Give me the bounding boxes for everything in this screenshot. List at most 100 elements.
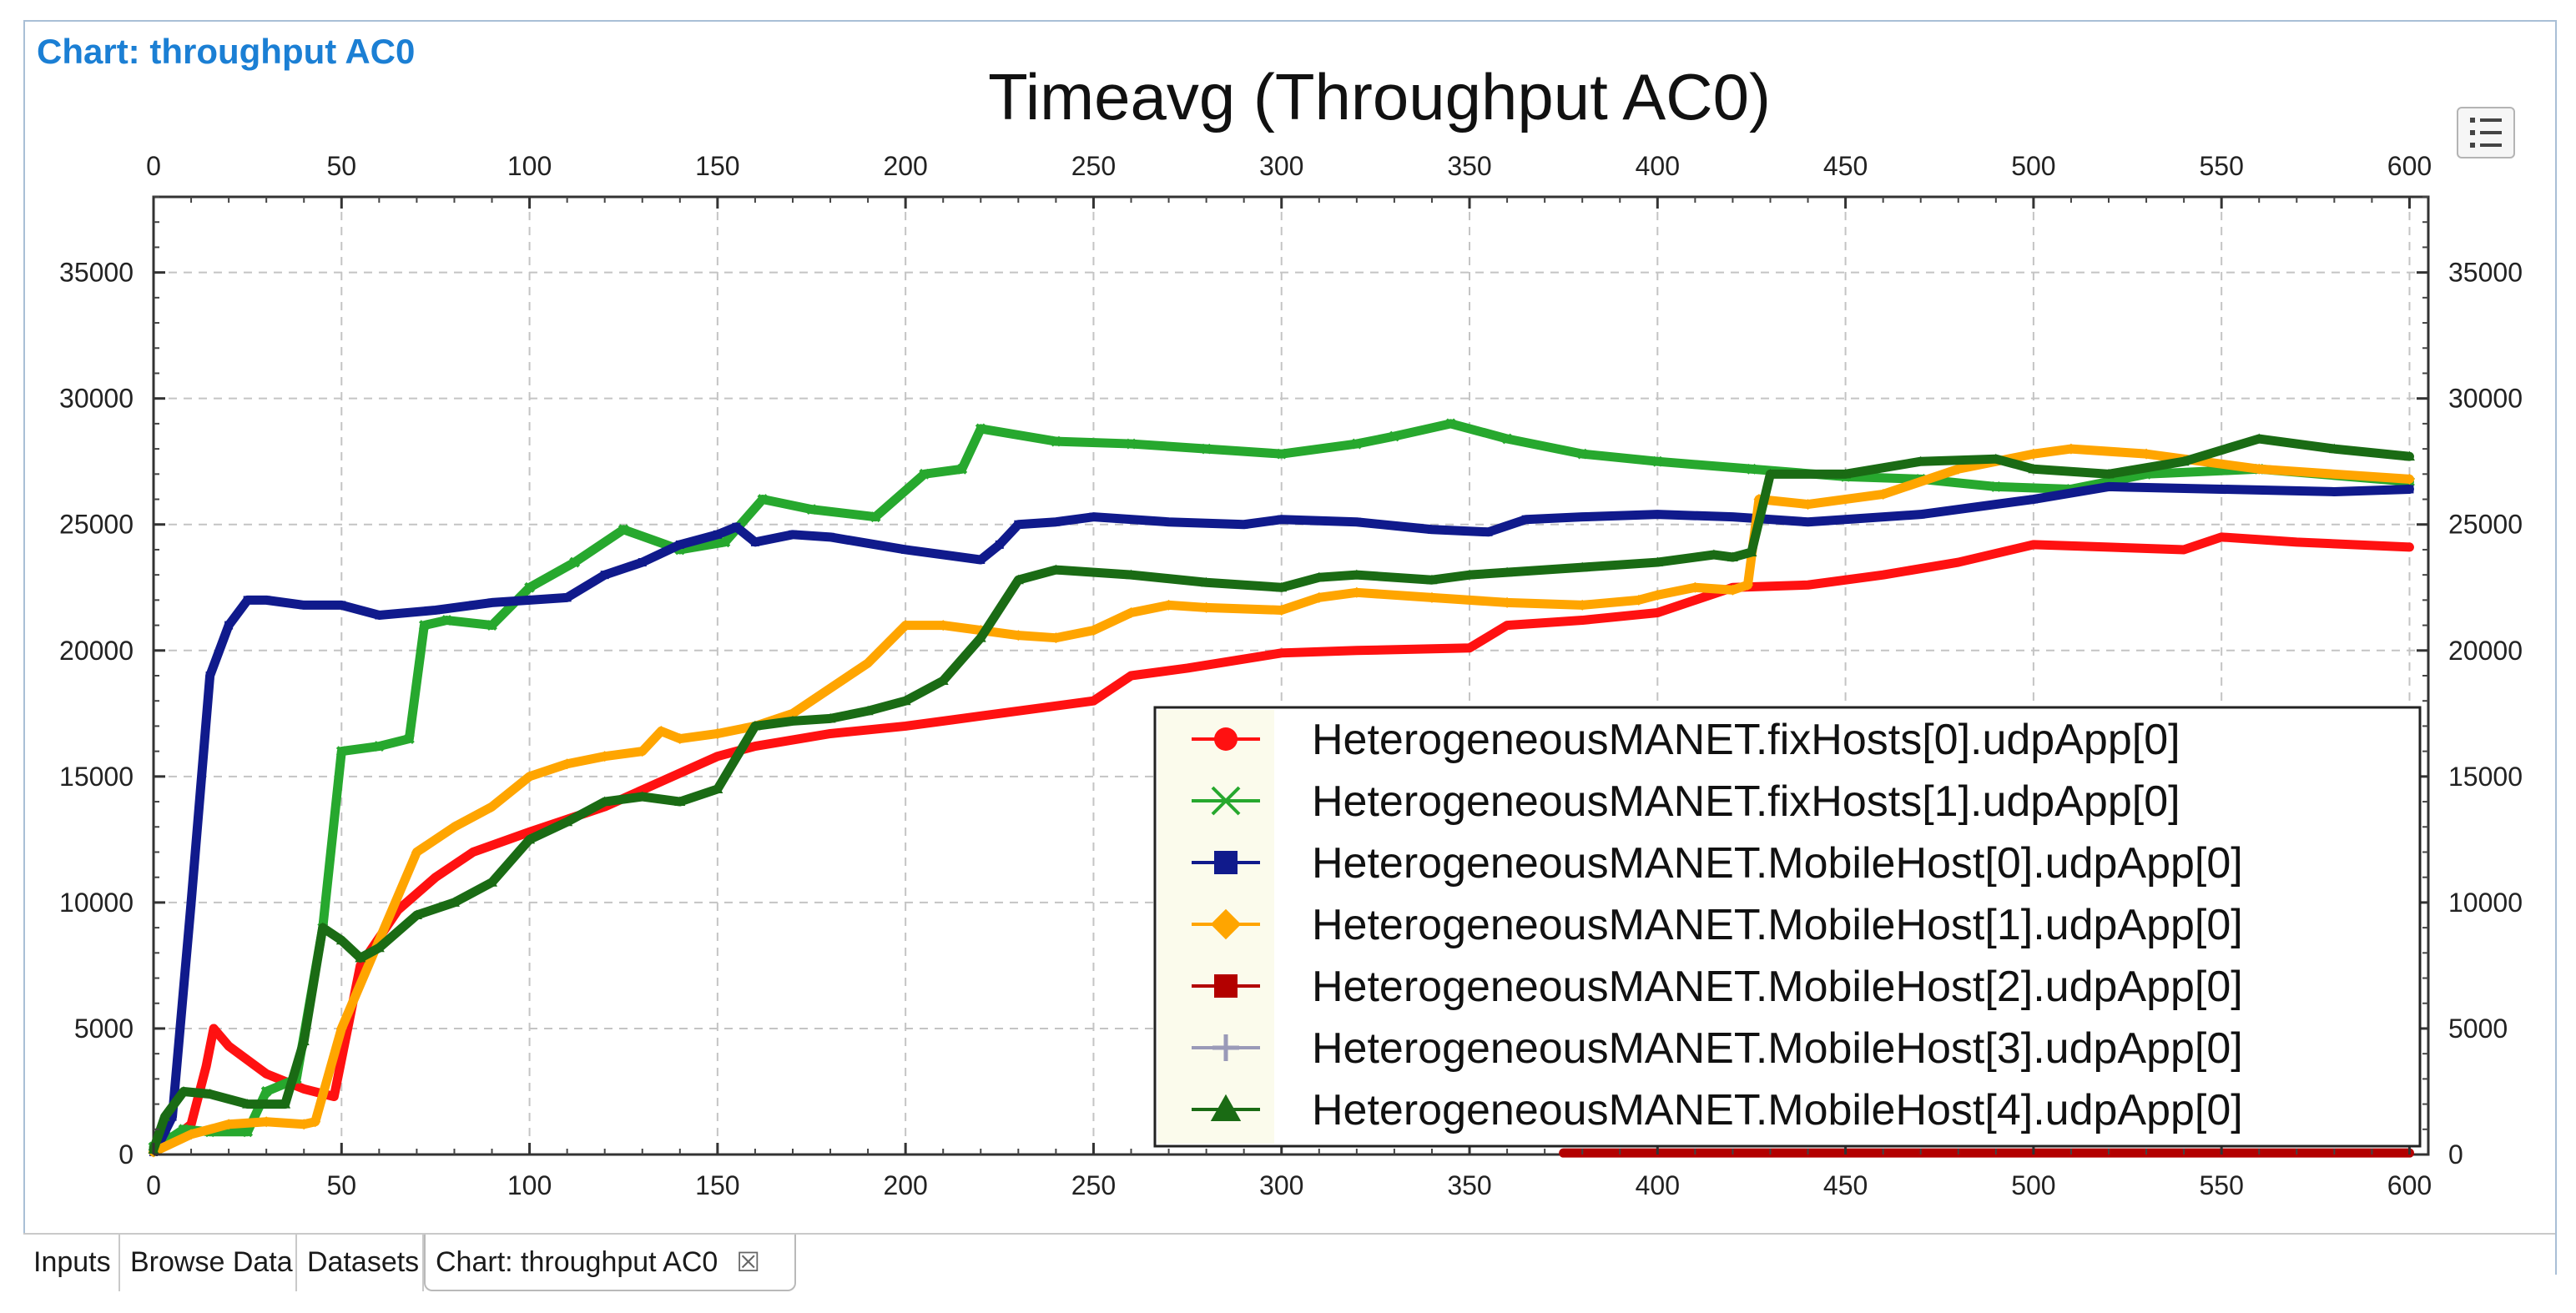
data-point: [1164, 517, 1173, 526]
legend-label: HeterogeneousMANET.fixHosts[0].udpApp[0]: [1312, 716, 2180, 764]
data-point: [937, 620, 949, 631]
x-tick-label-top: 600: [2387, 151, 2432, 181]
data-point: [403, 733, 415, 744]
data-point: [411, 846, 422, 858]
data-point: [919, 468, 930, 480]
data-point: [826, 729, 835, 738]
data-point: [599, 796, 611, 807]
data-point: [901, 722, 910, 731]
legend[interactable]: HeterogeneousMANET.fixHosts[0].udpApp[0]…: [1153, 706, 2422, 1148]
data-point: [335, 1023, 347, 1034]
data-point: [975, 632, 986, 642]
data-point: [1953, 463, 1964, 475]
data-point: [2028, 448, 2039, 460]
legend-label: HeterogeneousMANET.fixHosts[1].udpApp[0]: [1312, 777, 2180, 826]
chart-options-button[interactable]: [2457, 107, 2515, 158]
x-tick-label: 200: [883, 1170, 927, 1200]
x-tick-label: 600: [2387, 1170, 2432, 1200]
x-tick-label-top: 50: [326, 151, 356, 181]
data-point: [788, 530, 797, 539]
data-point: [1239, 520, 1248, 529]
x-tick-label: 550: [2199, 1170, 2243, 1200]
data-point: [2029, 540, 2038, 549]
data-point: [1127, 672, 1136, 680]
y-tick-label: 35000: [59, 258, 134, 288]
x-tick-label: 350: [1447, 1170, 1491, 1200]
data-point: [243, 596, 252, 605]
data-point: [1465, 643, 1475, 652]
data-point: [600, 571, 609, 580]
data-point: [1201, 576, 1212, 587]
data-point: [1878, 488, 1889, 500]
data-point: [1651, 556, 1663, 567]
data-point: [431, 606, 440, 615]
data-point: [373, 741, 385, 752]
legend-label: HeterogeneousMANET.MobileHost[1].udpApp[…: [1312, 901, 2243, 949]
data-point: [1464, 569, 1475, 580]
y-tick-label-right: 0: [2448, 1139, 2463, 1170]
data-point: [901, 545, 910, 554]
data-point: [1727, 584, 1738, 596]
data-point: [205, 672, 214, 680]
data-point: [209, 1024, 219, 1033]
data-point: [310, 1116, 321, 1128]
data-point: [1183, 663, 1192, 672]
close-icon[interactable]: ☒: [736, 1247, 761, 1277]
data-point: [187, 898, 196, 907]
y-tick-label-right: 20000: [2448, 636, 2523, 666]
x-tick-label: 50: [326, 1170, 356, 1200]
legend-box: [1153, 706, 2422, 1148]
data-point: [900, 620, 911, 631]
data-point: [1051, 517, 1061, 526]
legend-item-1: HeterogeneousMANET.fixHosts[1].udpApp[0]: [1192, 777, 2180, 826]
data-point: [1990, 481, 2002, 492]
data-point: [1576, 448, 1588, 460]
legend-marker: [1212, 1034, 1239, 1061]
data-point: [2065, 443, 2077, 455]
data-point: [1351, 569, 1363, 580]
data-point: [1840, 468, 1852, 479]
list-icon: [2470, 118, 2502, 123]
data-point: [223, 1119, 234, 1130]
data-point: [1803, 581, 1812, 590]
data-point: [750, 742, 759, 751]
data-point: [2103, 468, 2115, 479]
data-point: [1689, 581, 1701, 593]
data-point: [468, 848, 477, 857]
x-tick-label: 450: [1823, 1170, 1868, 1200]
data-point: [1277, 515, 1286, 524]
tab-inputs[interactable]: Inputs: [23, 1235, 120, 1291]
data-point: [224, 621, 234, 630]
tab-browse-data[interactable]: Browse Data: [120, 1235, 297, 1291]
tab-browse-data-label: Browse Data: [130, 1246, 293, 1278]
data-point: [2405, 542, 2414, 551]
data-point: [637, 746, 648, 757]
data-point: [2403, 450, 2415, 461]
data-point: [2180, 545, 2189, 554]
data-point: [262, 1069, 271, 1079]
data-point: [618, 524, 629, 536]
data-point: [1201, 601, 1212, 613]
data-point: [1426, 574, 1438, 585]
x-tick-label: 300: [1259, 1170, 1303, 1200]
legend-marker: [1214, 851, 1238, 874]
data-point: [1915, 455, 1927, 466]
data-point: [674, 733, 686, 745]
tab-datasets[interactable]: Datasets: [297, 1235, 424, 1291]
tab-chart-throughput[interactable]: Chart: throughput AC0 ☒: [424, 1235, 796, 1291]
data-point: [1089, 512, 1098, 521]
data-point: [298, 1035, 310, 1046]
y-tick-label-right: 25000: [2448, 510, 2523, 540]
data-point: [1276, 604, 1288, 616]
data-point: [242, 1099, 254, 1109]
data-point: [1708, 549, 1720, 559]
data-point: [1277, 648, 1286, 657]
x-tick-label-top: 400: [1636, 151, 1680, 181]
data-point: [655, 725, 667, 737]
editor-title: Chart: throughput AC0: [37, 32, 416, 71]
data-point: [2405, 485, 2414, 494]
data-point: [486, 620, 497, 631]
data-point: [713, 752, 722, 761]
data-point: [757, 494, 769, 505]
data-point: [185, 1129, 197, 1140]
